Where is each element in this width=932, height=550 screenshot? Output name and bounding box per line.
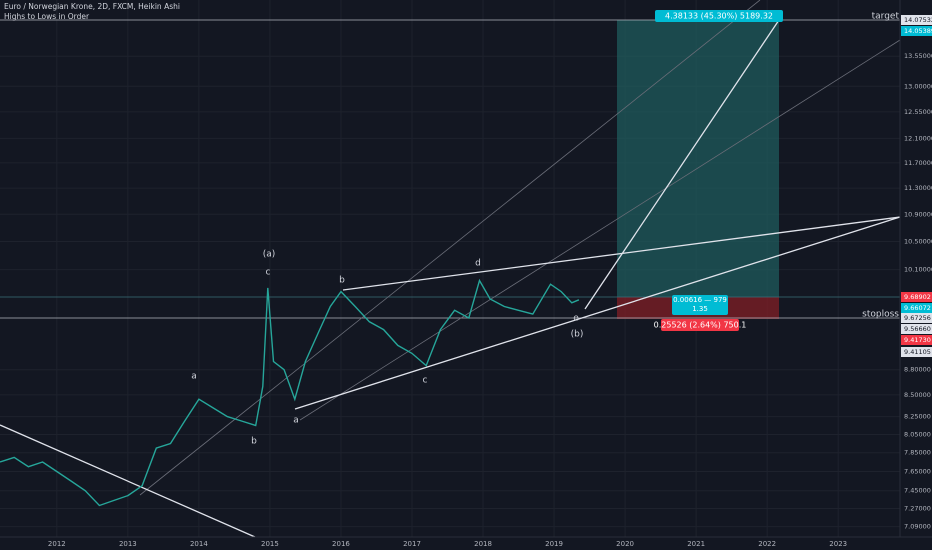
price-tag	[901, 324, 932, 334]
y-tick-label: 7.09000	[904, 523, 931, 531]
chart-subtitle: Highs to Lows in Order	[4, 12, 90, 21]
entry-box	[672, 295, 728, 315]
price-tag-label: 9.66072	[904, 304, 931, 312]
price-tag-label: 14.05389	[904, 27, 932, 35]
wave-label: c	[266, 268, 271, 278]
y-tick-label: 12.55000	[904, 108, 932, 116]
y-tick-label: 7.85000	[904, 449, 931, 457]
wave-label: b	[251, 437, 257, 447]
price-tag-label: 9.41730	[904, 336, 931, 344]
trend-line	[294, 216, 901, 410]
entry-text: 0.00616 — 979	[673, 296, 727, 304]
x-tick-label: 2014	[190, 540, 208, 548]
y-tick-label: 10.50000	[904, 237, 932, 245]
y-tick-label: 8.80000	[904, 366, 931, 374]
wave-label: a	[293, 416, 299, 426]
stop-box	[661, 319, 739, 331]
projection-line	[584, 19, 780, 310]
x-tick-label: 2015	[261, 540, 279, 548]
channel-line	[299, 39, 901, 421]
y-tick-label: 11.70000	[904, 159, 932, 167]
price-line	[0, 278, 580, 507]
y-tick-label: 13.00000	[904, 82, 932, 90]
x-tick-label: 2018	[474, 540, 492, 548]
y-tick-label: 11.30000	[904, 184, 932, 192]
y-tick-label: 7.65000	[904, 467, 931, 475]
x-tick-label: 2017	[403, 540, 421, 548]
y-tick-label: 12.10000	[904, 134, 932, 142]
target-zone	[617, 20, 779, 297]
x-tick-label: 2013	[119, 540, 137, 548]
target-label: target	[872, 12, 900, 22]
y-tick-label: 10.90000	[904, 210, 932, 218]
price-tag	[901, 292, 932, 302]
plot	[0, 278, 580, 507]
y-tick-label: 8.05000	[904, 430, 931, 438]
price-tag-label: 14.07532	[904, 16, 932, 24]
x-tick-label: 2020	[616, 540, 634, 548]
entry-text: 1.35	[692, 305, 708, 313]
price-tag	[901, 313, 932, 323]
trend-line	[0, 424, 256, 538]
x-tick-label: 2022	[758, 540, 776, 548]
stoploss-label: stoploss	[862, 310, 899, 320]
wave-label: (a)	[263, 250, 276, 260]
price-tag-label: 9.56660	[904, 325, 931, 333]
x-tick-label: 2012	[48, 540, 66, 548]
price-tag	[901, 15, 932, 25]
price-tag	[901, 335, 932, 345]
price-tag	[901, 347, 932, 357]
price-tag-label: 9.67256	[904, 314, 931, 322]
wave-label: e	[573, 314, 579, 324]
wave-label: a	[191, 372, 197, 382]
chart-title: Euro / Norwegian Krone, 2D, FXCM, Heikin…	[4, 2, 180, 11]
price-tag	[901, 303, 932, 313]
y-tick-label: 8.25000	[904, 413, 931, 421]
channel-line	[139, 0, 761, 496]
stop-text: 0.25526 (2.64%) 750.1	[654, 321, 747, 330]
x-tick-label: 2021	[687, 540, 705, 548]
price-tag-label: 9.68902	[904, 293, 931, 301]
wave-label: c	[423, 376, 428, 386]
target-text: 4.38133 (45.30%) 5189.32	[665, 12, 773, 21]
y-tick-label: 13.55000	[904, 52, 932, 60]
x-tick-label: 2023	[829, 540, 847, 548]
wave-label: (b)	[571, 330, 584, 340]
y-tick-label: 8.50000	[904, 391, 931, 399]
target-box	[655, 10, 783, 22]
wave-label: d	[475, 259, 481, 269]
y-tick-label: 10.10000	[904, 266, 932, 274]
y-tick-label: 7.27000	[904, 504, 931, 512]
x-tick-label: 2019	[545, 540, 563, 548]
y-tick-label: 7.45000	[904, 487, 931, 495]
x-tick-label: 2016	[332, 540, 350, 548]
price-tag	[901, 26, 932, 36]
price-tag-label: 9.41105	[904, 348, 931, 356]
wave-label: b	[339, 276, 345, 286]
